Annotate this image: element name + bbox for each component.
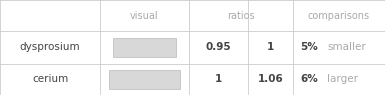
Text: visual: visual <box>130 11 159 21</box>
Text: dysprosium: dysprosium <box>20 42 80 53</box>
Bar <box>112 38 176 57</box>
Text: comparisons: comparisons <box>308 11 370 21</box>
Text: 1.06: 1.06 <box>258 74 283 84</box>
Bar <box>109 70 180 89</box>
Text: 0.95: 0.95 <box>206 42 231 53</box>
Text: cerium: cerium <box>32 74 68 84</box>
Text: 1: 1 <box>215 74 222 84</box>
Text: smaller: smaller <box>327 42 366 53</box>
Text: 6%: 6% <box>300 74 318 84</box>
Text: larger: larger <box>327 74 358 84</box>
Text: ratios: ratios <box>227 11 254 21</box>
Text: 1: 1 <box>267 42 274 53</box>
Text: 5%: 5% <box>300 42 318 53</box>
